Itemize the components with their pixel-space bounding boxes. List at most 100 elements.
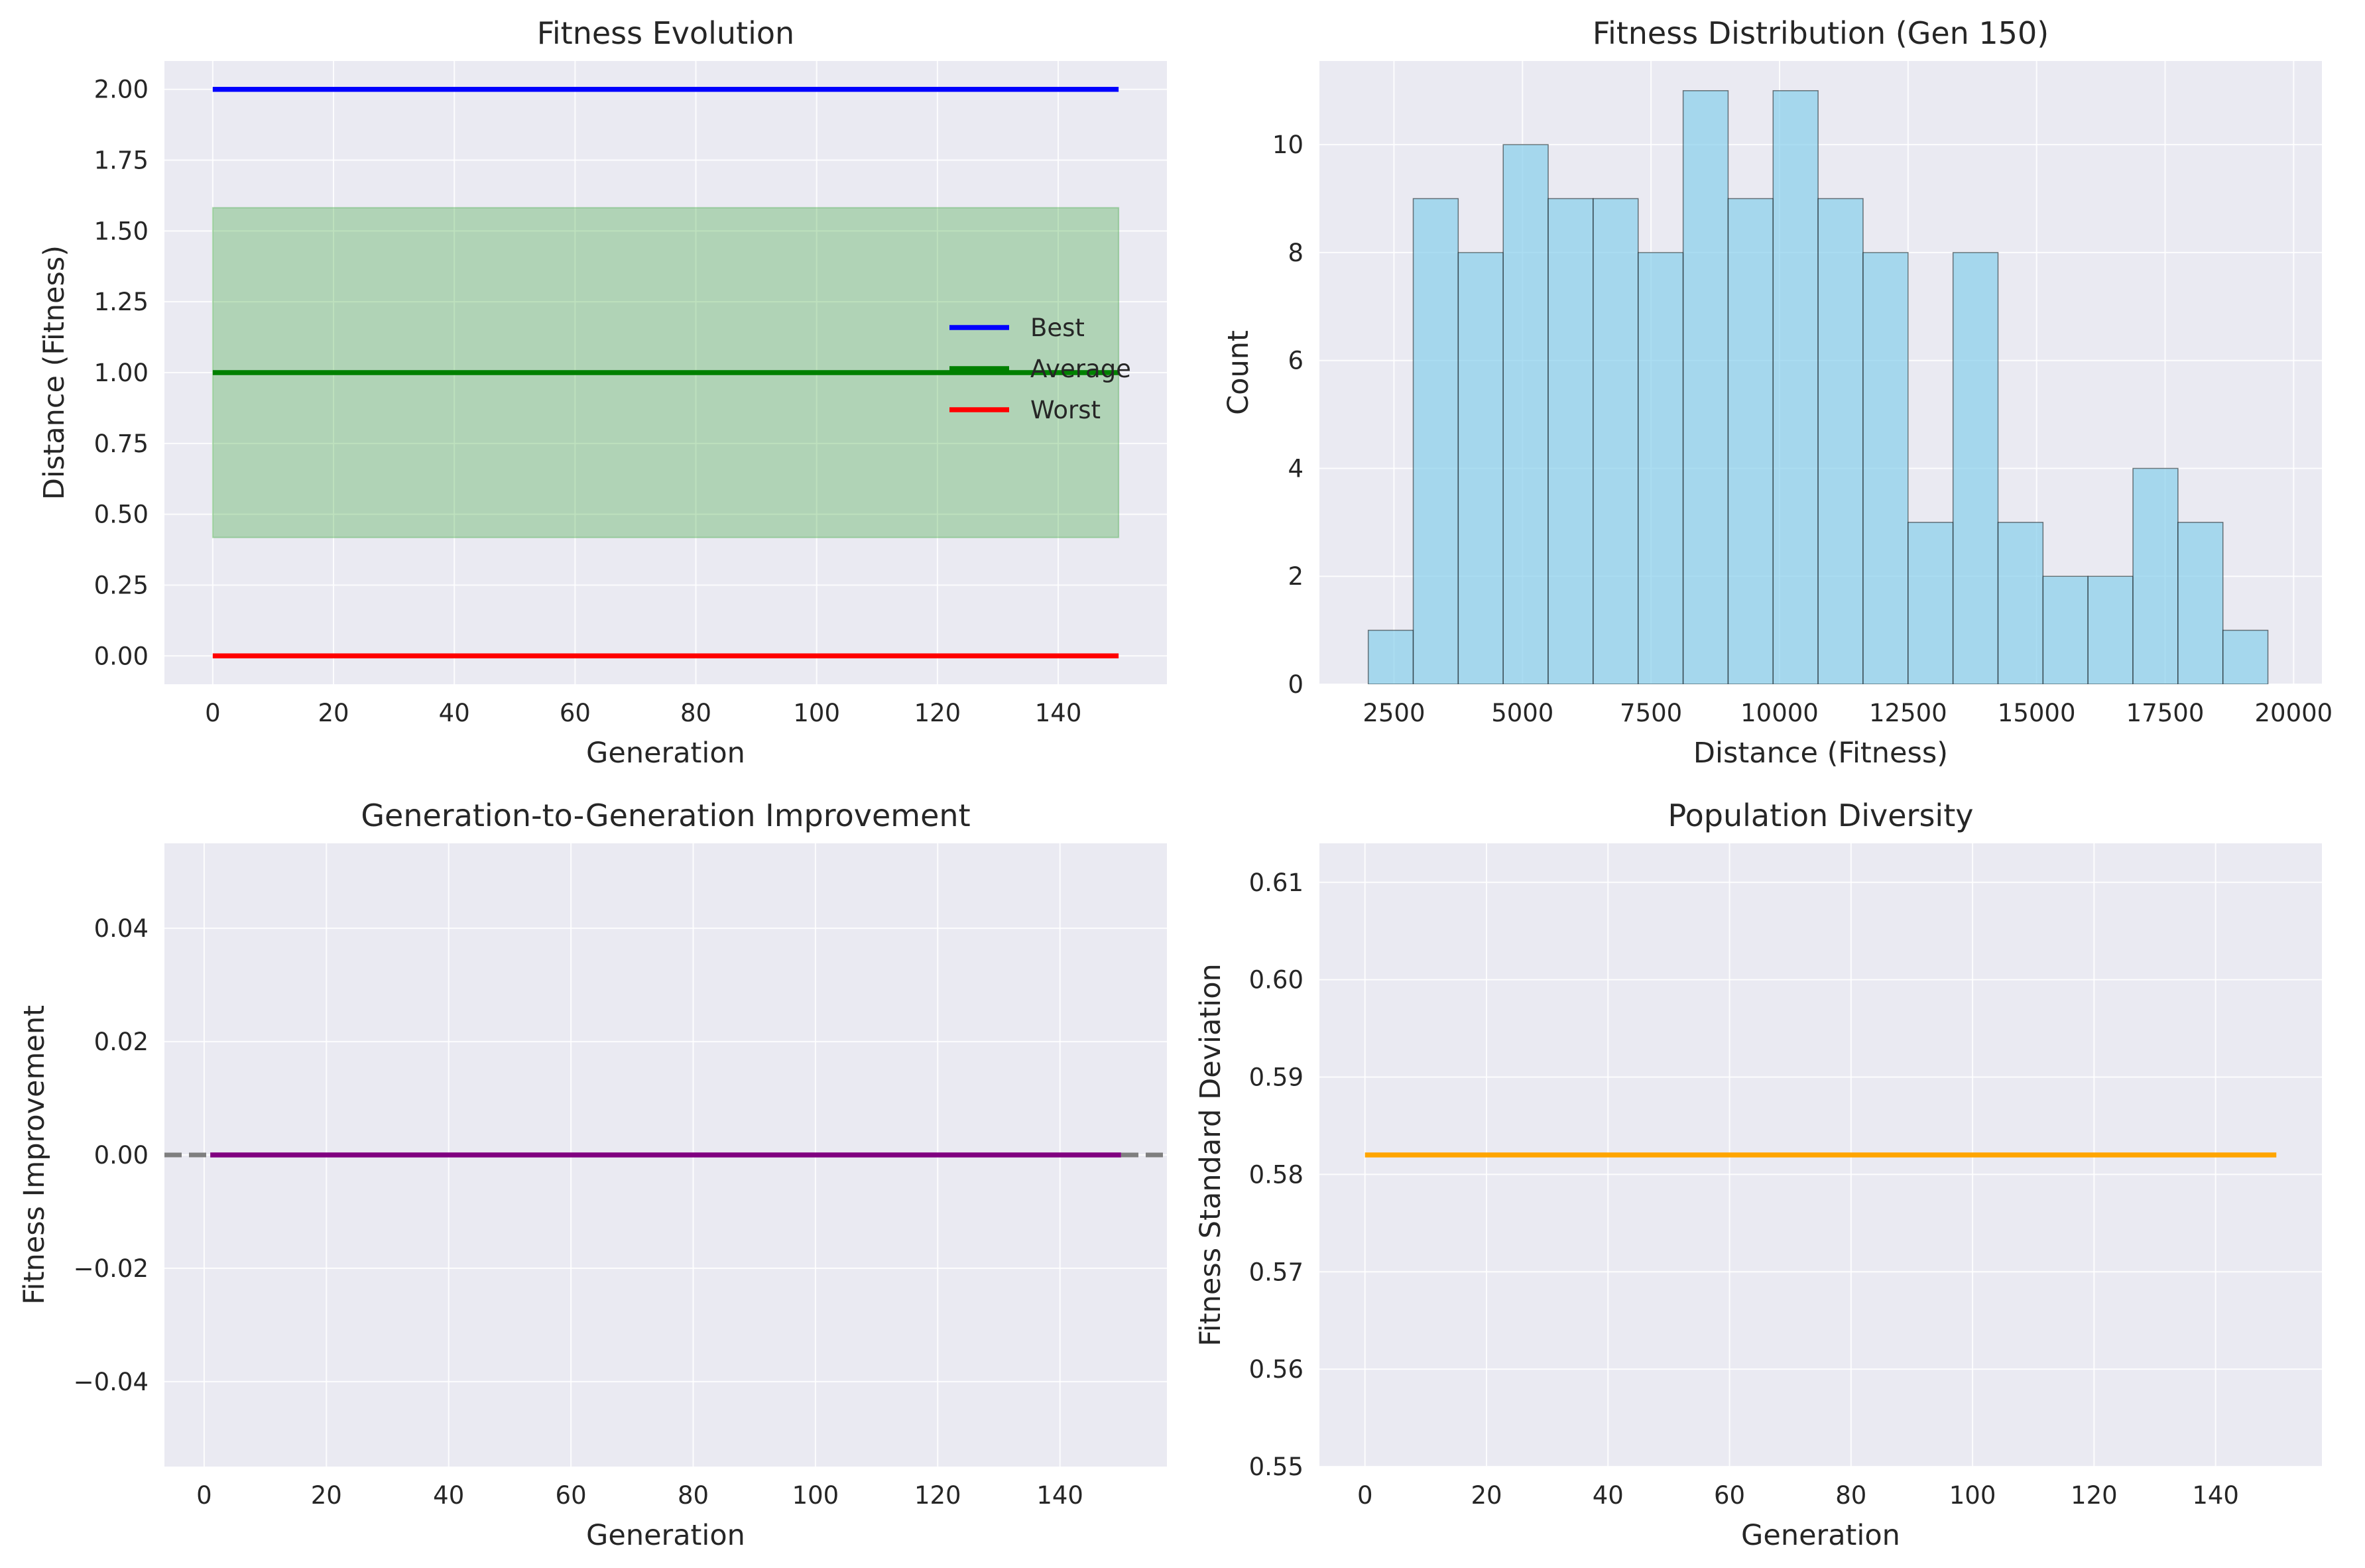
y-tick-label: 0.58 — [1249, 1160, 1304, 1189]
histogram-bar — [1727, 198, 1774, 684]
y-tick-label: 0.55 — [1249, 1453, 1304, 1481]
histogram-bar — [1412, 198, 1459, 684]
chart-generation-improvement: 0 20 40 60 80 100 120 140 −0.04 −0.02 0.00 0.02 0.04… — [18, 798, 1167, 1552]
y-tick-label: 1.50 — [94, 217, 149, 245]
y-tick-label: 0.60 — [1249, 966, 1304, 995]
x-tick-label: 20 — [318, 699, 349, 727]
histogram-bar — [1862, 252, 1909, 684]
chart-title: Population Diversity — [1668, 798, 1974, 833]
x-axis-label: Distance (Fitness) — [1693, 737, 1948, 770]
y-tick-label: 0.75 — [94, 430, 149, 458]
y-tick-label: 2 — [1288, 562, 1304, 591]
tick-labels: 0 20 40 60 80 100 120 140 −0.04 −0.02 0.00 0.02 0.04 — [74, 914, 1083, 1510]
y-tick-label: 4 — [1288, 454, 1304, 483]
x-tick-label: 40 — [1593, 1481, 1624, 1510]
histogram-bar — [1457, 252, 1504, 684]
histogram-bar — [1502, 144, 1549, 684]
y-tick-label: −0.04 — [74, 1368, 149, 1396]
x-tick-label: 17500 — [2126, 699, 2205, 727]
y-tick-label: 1.00 — [94, 359, 149, 387]
histogram-bar — [2222, 629, 2269, 684]
y-tick-label: 6 — [1288, 347, 1304, 375]
y-tick-label: 1.25 — [94, 288, 149, 316]
histogram-bar — [1952, 252, 1999, 684]
x-tick-label: 0 — [196, 1481, 212, 1510]
y-tick-label: 8 — [1288, 239, 1304, 267]
x-axis-label: Generation — [586, 1519, 745, 1552]
x-tick-label: 120 — [914, 1481, 961, 1510]
y-tick-label: 0.04 — [94, 914, 149, 943]
x-tick-label: 20 — [311, 1481, 342, 1510]
y-tick-label: 0.00 — [94, 642, 149, 670]
legend-label-average: Average — [1030, 355, 1131, 383]
legend-label-worst: Worst — [1030, 396, 1101, 424]
legend: Best Average Worst — [949, 314, 1131, 424]
histogram-bar — [1817, 198, 1864, 684]
y-tick-label: 0.59 — [1249, 1063, 1304, 1092]
y-tick-label: −0.02 — [74, 1254, 149, 1283]
y-axis-label: Fitness Standard Deviation — [1194, 963, 1227, 1347]
histogram-bar — [1637, 252, 1684, 684]
y-tick-label: 2.00 — [94, 76, 149, 104]
y-tick-label: 0 — [1288, 670, 1304, 699]
y-tick-label: 0.50 — [94, 501, 149, 529]
chart-title: Fitness Distribution (Gen 150) — [1593, 15, 2049, 51]
x-tick-label: 140 — [1035, 699, 1082, 727]
histogram-bar — [1547, 198, 1594, 684]
x-tick-label: 80 — [678, 1481, 709, 1510]
y-axis-label: Count — [1222, 330, 1255, 415]
y-tick-label: 10 — [1272, 131, 1304, 159]
x-axis-label: Generation — [1741, 1519, 1900, 1552]
x-tick-label: 20 — [1471, 1481, 1502, 1510]
x-tick-label: 100 — [1949, 1481, 1996, 1510]
x-tick-label: 140 — [1036, 1481, 1083, 1510]
histogram-bar — [2177, 522, 2224, 684]
y-axis-label: Fitness Improvement — [18, 1005, 51, 1305]
x-axis-label: Generation — [586, 737, 745, 770]
chart-title: Fitness Evolution — [537, 15, 794, 51]
x-tick-label: 60 — [1714, 1481, 1745, 1510]
y-tick-label: 1.75 — [94, 147, 149, 175]
x-tick-label: 80 — [1835, 1481, 1866, 1510]
y-tick-label: 0.57 — [1249, 1258, 1304, 1286]
tick-labels: 2500 5000 7500 10000 12500 15000 17500 20000 0 2 4… — [1272, 131, 2333, 727]
x-tick-label: 15000 — [1998, 699, 2076, 727]
data-layer — [1367, 90, 2269, 684]
x-tick-label: 0 — [1357, 1481, 1373, 1510]
histogram-bar — [1908, 522, 1954, 684]
x-tick-label: 80 — [680, 699, 711, 727]
x-tick-label: 0 — [205, 699, 221, 727]
histogram-bar — [2042, 575, 2089, 684]
y-axis-label: Distance (Fitness) — [38, 245, 71, 500]
chart-population-diversity: 0 20 40 60 80 100 120 140 0.55 0.56 0.57 0.58 0.59 0.… — [1194, 798, 2322, 1552]
histogram-bar — [2087, 575, 2134, 684]
x-tick-label: 5000 — [1491, 699, 1553, 727]
x-tick-label: 2500 — [1363, 699, 1425, 727]
tick-labels: 0 20 40 60 80 100 120 140 0.55 0.56 0.57 0.58 0.59 0.… — [1249, 869, 2239, 1510]
x-tick-label: 120 — [2071, 1481, 2118, 1510]
x-tick-label: 10000 — [1740, 699, 1819, 727]
legend-label-best: Best — [1030, 314, 1085, 342]
chart-fitness-evolution: 0 20 40 60 80 100 120 140 0.00 0.25 0.50 0.75 1.00 1.… — [38, 15, 1167, 770]
y-tick-label: 0.00 — [94, 1141, 149, 1170]
y-tick-label: 0.56 — [1249, 1355, 1304, 1384]
histogram-bar — [1593, 198, 1639, 684]
y-tick-label: 0.25 — [94, 571, 149, 599]
x-tick-label: 7500 — [1620, 699, 1682, 727]
histogram-bar — [2132, 467, 2179, 684]
chart-title: Generation-to-Generation Improvement — [361, 798, 970, 833]
x-tick-label: 40 — [439, 699, 470, 727]
data-layer — [212, 86, 1120, 659]
histogram-bar — [1772, 90, 1819, 684]
x-tick-label: 120 — [914, 699, 961, 727]
x-tick-label: 100 — [792, 1481, 839, 1510]
x-tick-label: 140 — [2192, 1481, 2239, 1510]
x-tick-label: 12500 — [1869, 699, 1947, 727]
x-tick-label: 60 — [556, 1481, 587, 1510]
y-tick-label: 0.61 — [1249, 869, 1304, 897]
y-tick-label: 0.02 — [94, 1028, 149, 1056]
tick-labels: 0 20 40 60 80 100 120 140 0.00 0.25 0.50 0.75 1.00 1.… — [94, 76, 1082, 727]
chart-fitness-distribution: 2500 5000 7500 10000 12500 15000 17500 20000 0 2 4… — [1222, 15, 2333, 770]
x-tick-label: 40 — [433, 1481, 464, 1510]
